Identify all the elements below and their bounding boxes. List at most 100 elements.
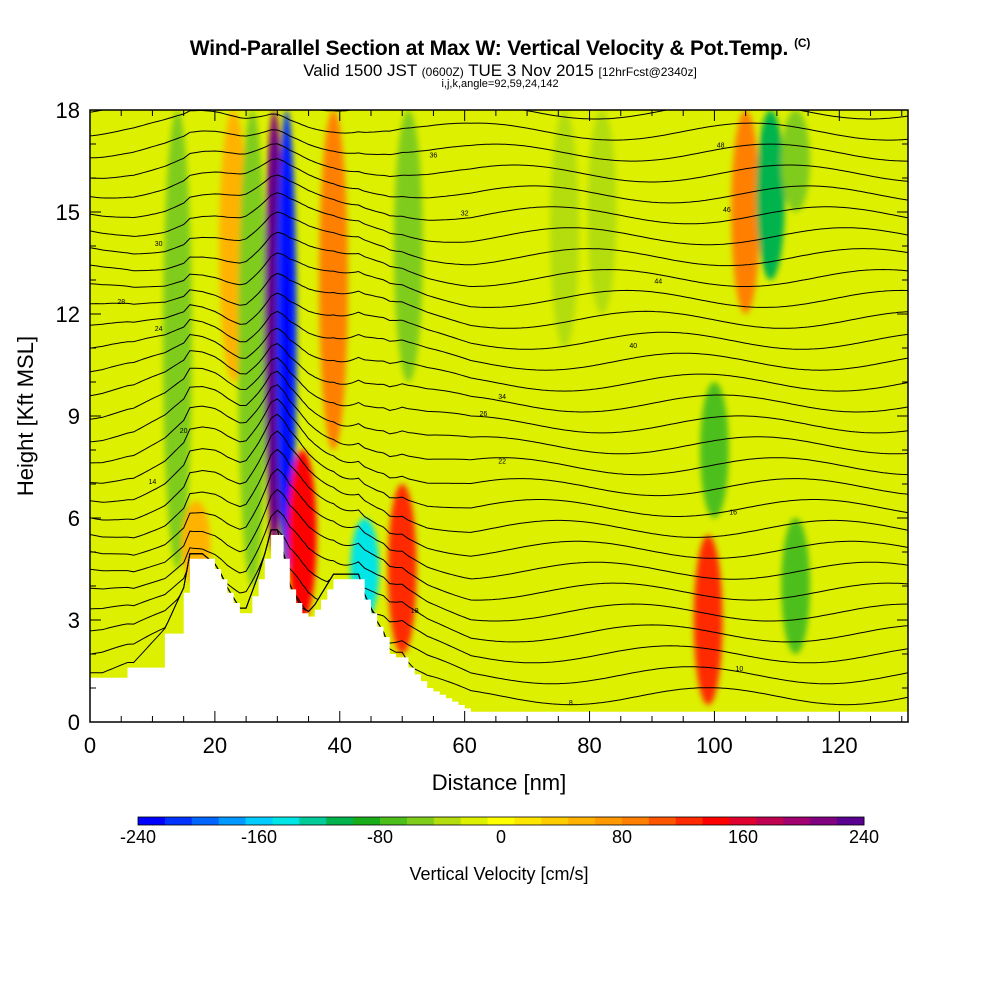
isentrope-line <box>90 384 908 476</box>
chart-params: i,j,k,angle=92,59,24,142 <box>441 78 559 90</box>
contour-label: 26 <box>479 411 487 418</box>
subtitle-utc: (0600Z) <box>421 65 464 79</box>
colorbar-swatch <box>729 817 757 825</box>
contour-label: 22 <box>498 459 506 466</box>
colorbar-tick-label: -240 <box>120 827 156 847</box>
velocity-band <box>731 110 761 314</box>
contour-label: 48 <box>717 142 725 149</box>
velocity-core <box>281 132 293 547</box>
x-tick-label: 100 <box>696 733 733 758</box>
colorbar-swatch <box>326 817 354 825</box>
colorbar-swatch <box>460 817 489 825</box>
velocity-band <box>387 484 417 654</box>
isentrope-line <box>90 468 908 580</box>
contour-label: 32 <box>461 210 469 217</box>
isentrope-line <box>90 357 908 434</box>
colorbar-tick-label: 160 <box>728 827 758 847</box>
colorbar-swatch <box>810 817 838 825</box>
x-tick-label: 40 <box>328 733 352 758</box>
colorbar-tick-label: -160 <box>241 827 277 847</box>
colorbar-tick-label: 240 <box>849 827 879 847</box>
isentrope-line <box>90 272 908 329</box>
subtitle-date: TUE 3 Nov 2015 <box>468 61 594 80</box>
velocity-core <box>268 132 280 530</box>
isentrope-line <box>90 158 908 204</box>
isentrope-line <box>90 252 908 308</box>
isentrope-line <box>90 448 908 559</box>
y-axis-label: Height [Kft MSL] <box>13 336 38 496</box>
colorbar-outline <box>137 816 865 826</box>
colorbar-swatch <box>756 817 784 825</box>
chart-title: Wind-Parallel Section at Max W: Vertical… <box>0 36 1000 61</box>
colorbar-swatch <box>675 817 704 825</box>
colorbar-swatch <box>702 817 731 825</box>
colorbar-swatch <box>380 817 408 825</box>
x-tick-label: 20 <box>203 733 227 758</box>
subtitle-forecast: [12hrFcst@2340z] <box>598 65 697 79</box>
contour-label: 36 <box>430 153 438 160</box>
x-tick-label: 80 <box>577 733 601 758</box>
colorbar-swatch <box>541 817 569 825</box>
x-tick-label: 0 <box>84 733 96 758</box>
colorbar-tick-label: 80 <box>612 827 632 847</box>
y-tick-labels: 0 3 6 9 12 15 18 <box>56 98 80 735</box>
isentrope-line <box>90 174 908 225</box>
contour-label: 40 <box>629 343 637 350</box>
x-axis-label: Distance [nm] <box>432 770 567 795</box>
isentrope-line <box>90 110 908 141</box>
contour-label: 18 <box>411 608 419 615</box>
contour-label: 20 <box>180 428 188 435</box>
chart-subtitle: Valid 1500 JST (0600Z) TUE 3 Nov 2015 [1… <box>0 61 1000 81</box>
isentrope-line <box>90 413 908 517</box>
y-tick-label: 12 <box>56 302 80 327</box>
velocity-band <box>550 110 579 348</box>
velocity-band <box>237 110 267 586</box>
subtitle-valid: Valid 1500 JST <box>303 61 417 80</box>
isentrope-line <box>90 343 908 413</box>
contour-label: 30 <box>155 241 163 248</box>
isentrope-line <box>90 398 908 497</box>
axis-ticks <box>89 109 908 723</box>
colorbar-swatch <box>568 817 596 825</box>
contour-label: 28 <box>117 299 125 306</box>
colorbar-swatch <box>622 817 650 825</box>
isentrope-line <box>90 192 908 246</box>
colorbar-label: Vertical Velocity [cm/s] <box>409 864 588 884</box>
isentrope-line <box>90 292 908 350</box>
y-tick-label: 18 <box>56 98 80 123</box>
vertical-velocity-field <box>163 110 810 705</box>
isentrope-line <box>90 509 908 622</box>
colorbar-swatch <box>164 817 193 825</box>
colorbar-tick-label: 0 <box>496 827 506 847</box>
contour-label: 8 <box>569 700 573 707</box>
colorbar-swatch <box>245 817 273 825</box>
chart-title-tag: (C) <box>794 36 811 50</box>
y-tick-label: 15 <box>56 200 80 225</box>
velocity-band <box>163 110 192 569</box>
contour-label: 34 <box>498 394 506 401</box>
colorbar-swatch <box>487 817 515 825</box>
isentrope-line <box>90 430 908 538</box>
y-tick-label: 6 <box>68 506 80 531</box>
colorbar-swatch <box>514 817 542 825</box>
y-tick-label: 0 <box>68 710 80 735</box>
colorbar-swatch <box>299 817 327 825</box>
isentrope-line <box>90 370 908 455</box>
isentrope-line <box>90 211 908 267</box>
colorbar-swatch <box>138 817 166 825</box>
isentrope-line <box>90 327 908 392</box>
contour-label: 16 <box>729 510 737 517</box>
isentrope-line <box>90 231 908 287</box>
colorbar-swatch <box>595 817 623 825</box>
chart-title-text: Wind-Parallel Section at Max W: Vertical… <box>189 37 789 60</box>
isentrope-line <box>90 310 908 371</box>
velocity-band <box>319 110 348 450</box>
colorbar-swatch <box>783 817 811 825</box>
isentrope-line <box>90 129 908 162</box>
colorbar-swatch <box>406 817 435 825</box>
colorbar <box>137 816 865 826</box>
contour-label: 24 <box>155 326 163 333</box>
contour-label: 10 <box>736 666 744 673</box>
contour-label: 46 <box>723 207 731 214</box>
potential-temperature-contours <box>90 110 908 706</box>
